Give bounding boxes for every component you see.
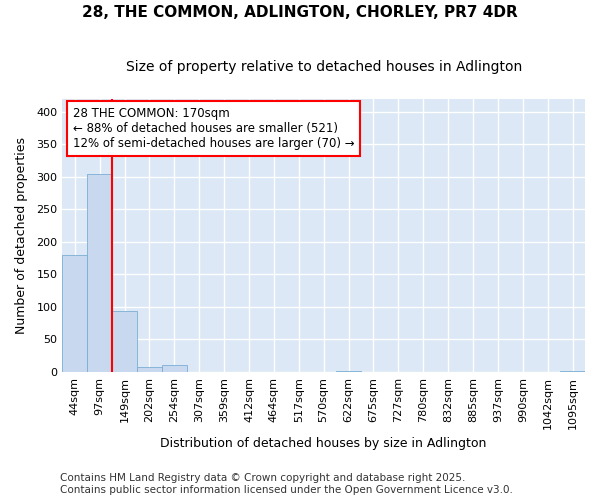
Bar [162, 366, 187, 372]
Bar [336, 371, 361, 372]
Text: 28, THE COMMON, ADLINGTON, CHORLEY, PR7 4DR: 28, THE COMMON, ADLINGTON, CHORLEY, PR7 … [82, 5, 518, 20]
X-axis label: Distribution of detached houses by size in Adlington: Distribution of detached houses by size … [160, 437, 487, 450]
Bar [137, 366, 162, 372]
Bar [62, 255, 87, 372]
Bar [87, 174, 112, 372]
Text: 28 THE COMMON: 170sqm
← 88% of detached houses are smaller (521)
12% of semi-det: 28 THE COMMON: 170sqm ← 88% of detached … [73, 107, 355, 150]
Bar [560, 371, 585, 372]
Bar [112, 312, 137, 372]
Text: Contains HM Land Registry data © Crown copyright and database right 2025.
Contai: Contains HM Land Registry data © Crown c… [60, 474, 513, 495]
Y-axis label: Number of detached properties: Number of detached properties [15, 137, 28, 334]
Title: Size of property relative to detached houses in Adlington: Size of property relative to detached ho… [125, 60, 522, 74]
